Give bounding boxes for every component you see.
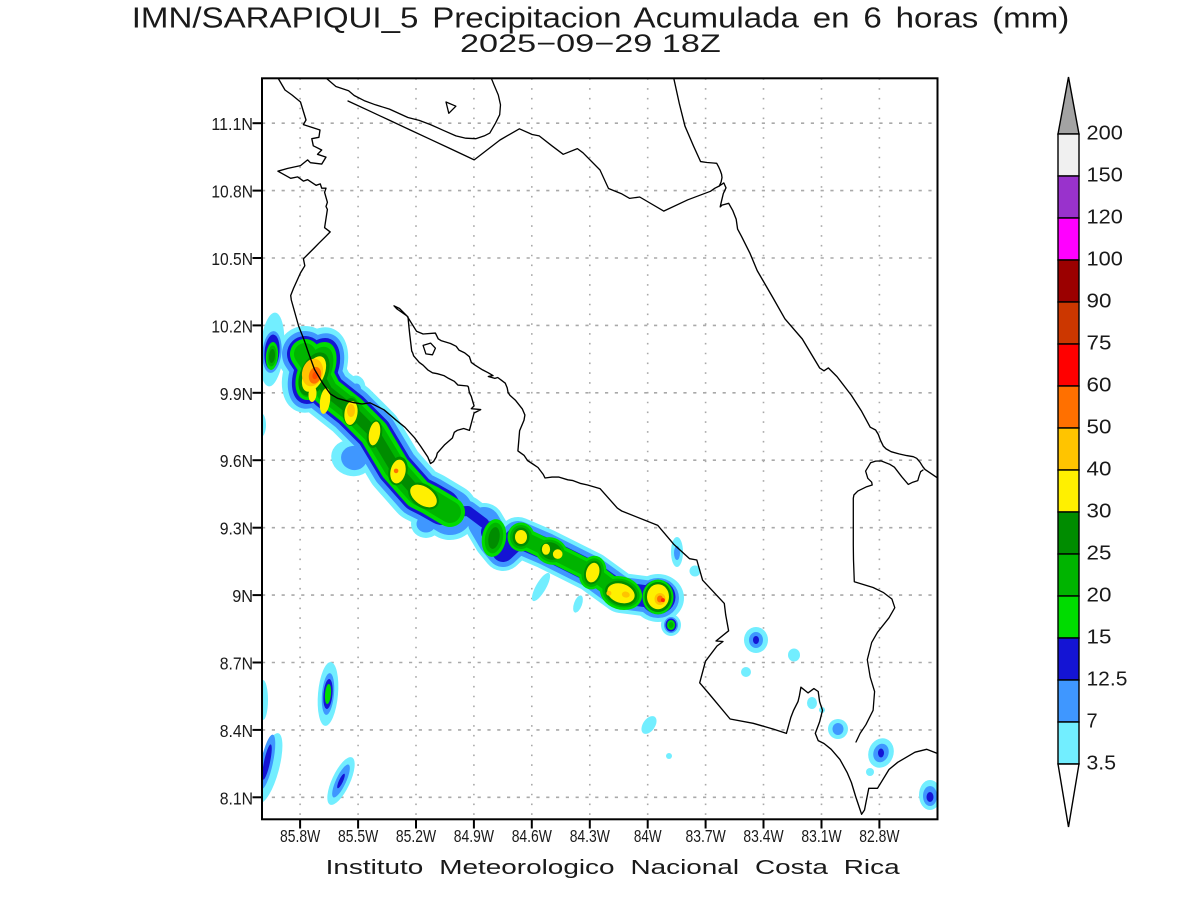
svg-text:85.2W: 85.2W xyxy=(396,826,437,846)
svg-text:9N: 9N xyxy=(232,586,253,606)
svg-text:100: 100 xyxy=(1087,249,1123,271)
svg-text:11.1N: 11.1N xyxy=(211,114,253,134)
svg-text:8.7N: 8.7N xyxy=(220,654,253,674)
svg-text:60: 60 xyxy=(1087,375,1112,397)
svg-text:Instituto Meteorologico Nacion: Instituto Meteorologico Nacional Costa R… xyxy=(326,856,901,879)
svg-text:50: 50 xyxy=(1087,417,1112,439)
svg-text:8.4N: 8.4N xyxy=(220,721,253,741)
svg-text:85.5W: 85.5W xyxy=(338,826,379,846)
svg-text:150: 150 xyxy=(1087,165,1123,187)
svg-text:84W: 84W xyxy=(634,826,662,846)
svg-text:9.9N: 9.9N xyxy=(220,384,253,404)
svg-text:10.2N: 10.2N xyxy=(211,316,253,336)
svg-text:90: 90 xyxy=(1087,291,1112,313)
svg-text:2025−09−29 18Z: 2025−09−29 18Z xyxy=(460,30,721,58)
svg-text:10.8N: 10.8N xyxy=(211,182,253,202)
svg-text:83.4W: 83.4W xyxy=(743,826,784,846)
svg-text:25: 25 xyxy=(1087,543,1112,565)
svg-text:IMN/SARAPIQUI_5 Precipitacion: IMN/SARAPIQUI_5 Precipitacion Acumulada … xyxy=(132,3,1070,35)
svg-text:85.8W: 85.8W xyxy=(280,826,321,846)
svg-text:12.5: 12.5 xyxy=(1087,669,1128,691)
svg-text:120: 120 xyxy=(1087,207,1123,229)
svg-text:8.1N: 8.1N xyxy=(220,788,253,808)
svg-text:84.3W: 84.3W xyxy=(570,826,611,846)
svg-text:9.6N: 9.6N xyxy=(220,451,253,471)
svg-text:84.6W: 84.6W xyxy=(512,826,553,846)
svg-text:40: 40 xyxy=(1087,459,1112,481)
svg-text:30: 30 xyxy=(1087,501,1112,523)
svg-text:75: 75 xyxy=(1087,333,1112,355)
svg-text:83.1W: 83.1W xyxy=(801,826,842,846)
svg-text:15: 15 xyxy=(1087,627,1112,649)
svg-text:9.3N: 9.3N xyxy=(220,519,253,539)
svg-text:83.7W: 83.7W xyxy=(686,826,727,846)
svg-text:84.9W: 84.9W xyxy=(454,826,495,846)
svg-text:3.5: 3.5 xyxy=(1087,753,1117,775)
svg-text:10.5N: 10.5N xyxy=(211,249,253,269)
svg-text:200: 200 xyxy=(1087,123,1123,145)
svg-text:20: 20 xyxy=(1087,585,1112,607)
svg-text:82.8W: 82.8W xyxy=(859,826,900,846)
svg-text:7: 7 xyxy=(1087,711,1098,733)
